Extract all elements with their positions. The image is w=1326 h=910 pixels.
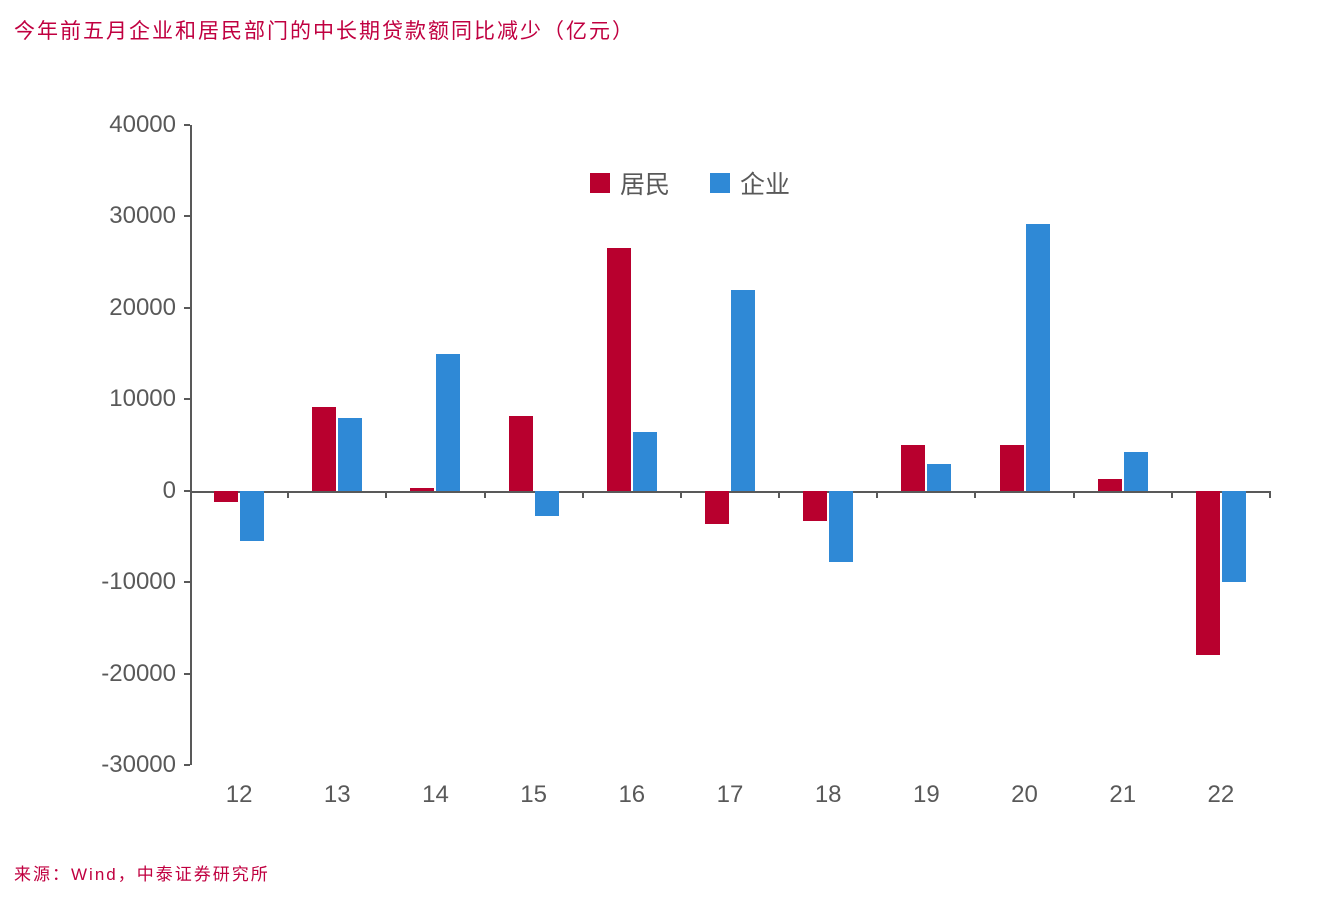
y-axis-label: -30000 — [101, 751, 176, 779]
y-axis-label: -10000 — [101, 568, 176, 596]
legend-item: 企业 — [710, 165, 790, 201]
x-tick — [680, 491, 682, 498]
bar-居民 — [607, 248, 631, 490]
x-axis-line — [190, 491, 1270, 493]
bar-居民 — [312, 407, 336, 491]
y-tick — [184, 307, 190, 309]
y-tick — [184, 398, 190, 400]
bar-居民 — [1196, 491, 1220, 656]
bar-企业 — [731, 290, 755, 491]
x-tick — [582, 491, 584, 498]
x-axis-label: 14 — [422, 781, 449, 809]
bar-企业 — [829, 491, 853, 562]
legend: 居民 企业 — [590, 165, 790, 201]
bar-企业 — [535, 491, 559, 517]
x-axis-label: 15 — [520, 781, 547, 809]
y-axis-label: 0 — [163, 477, 176, 505]
bar-企业 — [1026, 224, 1050, 491]
plot-area: -30000-20000-10000010000200003000040000 … — [190, 125, 1270, 765]
x-axis-label: 19 — [913, 781, 940, 809]
y-axis-label: 40000 — [109, 111, 176, 139]
legend-swatch — [590, 173, 610, 193]
x-axis-label: 21 — [1109, 781, 1136, 809]
x-tick — [876, 491, 878, 498]
x-axis-label: 20 — [1011, 781, 1038, 809]
bar-居民 — [1000, 445, 1024, 491]
y-tick — [184, 215, 190, 217]
y-axis-label: 30000 — [109, 202, 176, 230]
x-tick — [385, 491, 387, 498]
x-axis-label: 16 — [618, 781, 645, 809]
y-tick — [184, 490, 190, 492]
legend-swatch — [710, 173, 730, 193]
bar-企业 — [1124, 452, 1148, 490]
bar-企业 — [240, 491, 264, 541]
x-axis-label: 18 — [815, 781, 842, 809]
chart-source: 来源：Wind，中泰证券研究所 — [14, 860, 270, 885]
bar-企业 — [927, 464, 951, 491]
x-axis-label: 17 — [717, 781, 744, 809]
x-tick — [778, 491, 780, 498]
x-tick — [1269, 491, 1271, 498]
y-tick — [184, 124, 190, 126]
bar-企业 — [436, 354, 460, 491]
bar-居民 — [410, 488, 434, 491]
bar-企业 — [633, 432, 657, 491]
x-tick — [287, 491, 289, 498]
legend-item: 居民 — [590, 165, 670, 201]
bar-企业 — [1222, 491, 1246, 582]
chart-title: 今年前五月企业和居民部门的中长期贷款额同比减少（亿元） — [14, 15, 635, 45]
chart-container: -30000-20000-10000010000200003000040000 … — [60, 95, 1290, 815]
legend-label: 企业 — [740, 165, 790, 201]
y-tick — [184, 581, 190, 583]
bar-居民 — [901, 445, 925, 491]
bar-居民 — [803, 491, 827, 521]
x-axis-label: 22 — [1208, 781, 1235, 809]
bar-居民 — [1098, 479, 1122, 491]
y-axis-label: -20000 — [101, 660, 176, 688]
bar-居民 — [509, 416, 533, 491]
x-tick — [484, 491, 486, 498]
bar-企业 — [338, 418, 362, 491]
y-axis-label: 20000 — [109, 294, 176, 322]
y-tick — [184, 764, 190, 766]
bar-居民 — [214, 491, 238, 502]
y-tick — [184, 673, 190, 675]
y-axis-line — [190, 125, 192, 765]
bar-居民 — [705, 491, 729, 524]
x-axis-label: 13 — [324, 781, 351, 809]
legend-label: 居民 — [620, 165, 670, 201]
x-tick — [974, 491, 976, 498]
x-axis-label: 12 — [226, 781, 253, 809]
x-tick — [1171, 491, 1173, 498]
y-axis-label: 10000 — [109, 385, 176, 413]
x-tick — [1073, 491, 1075, 498]
